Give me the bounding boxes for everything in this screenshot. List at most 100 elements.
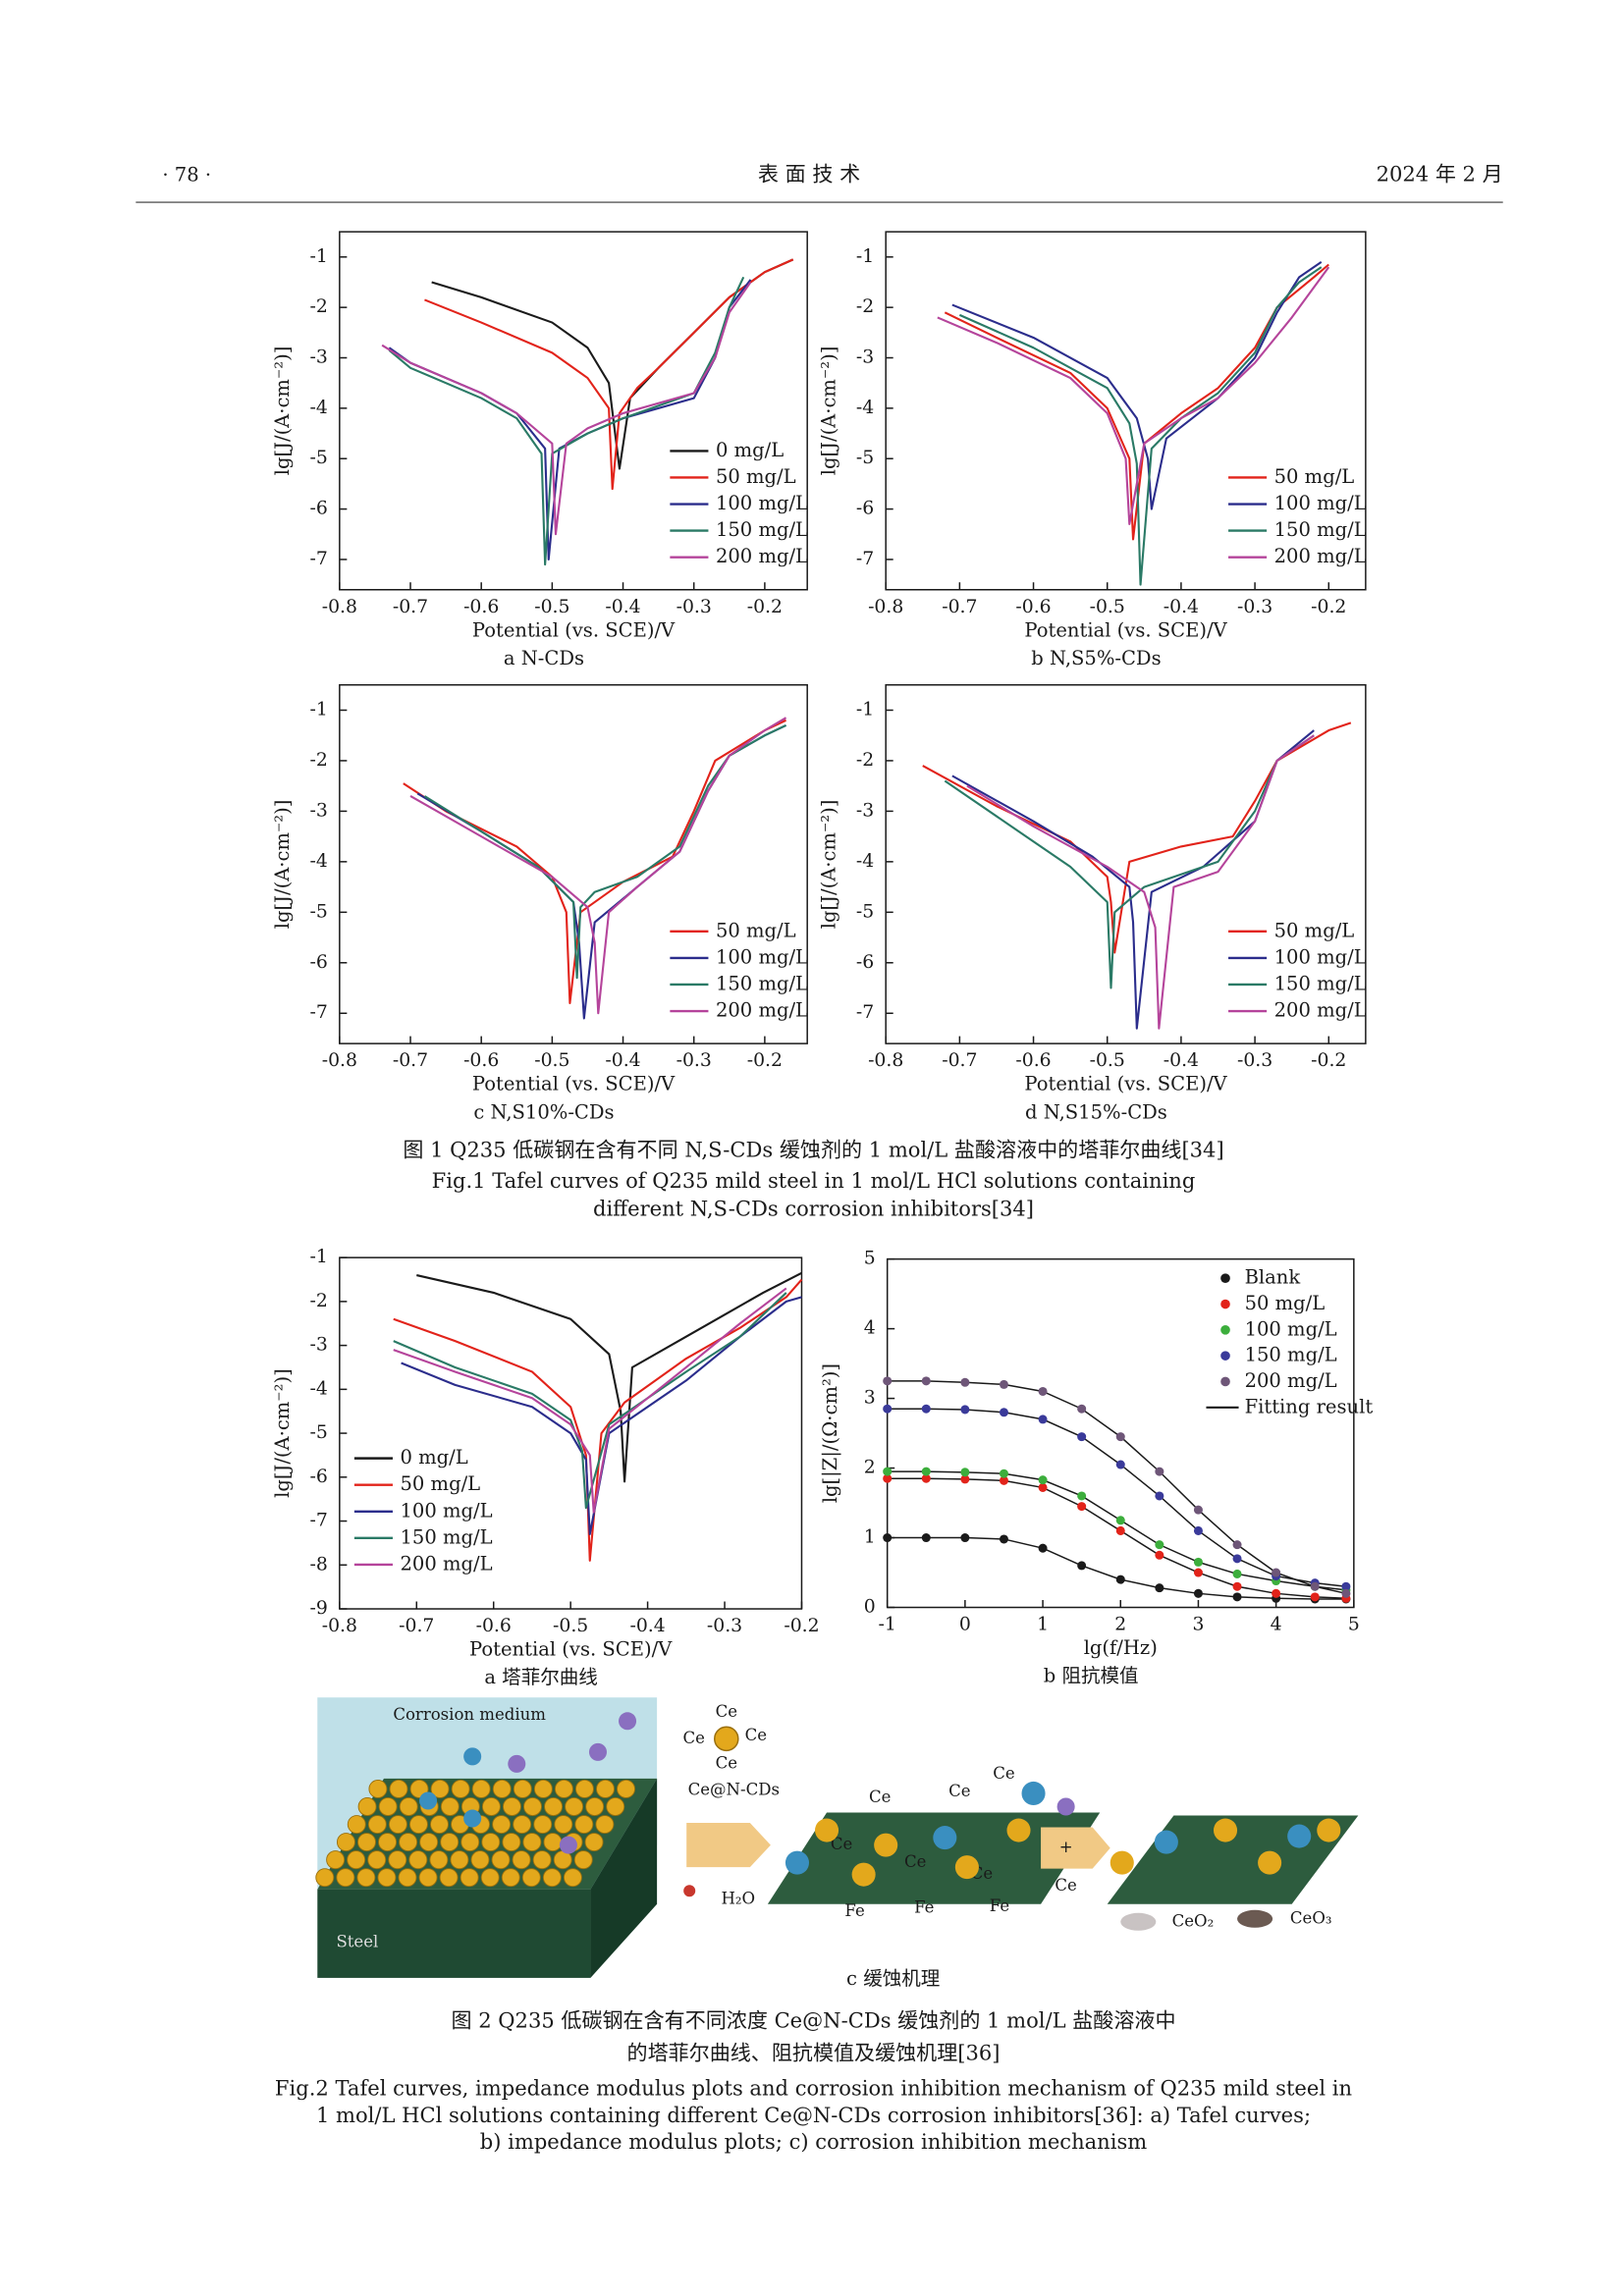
y-tick-label: -5 bbox=[856, 901, 874, 922]
journal-name: 表 面 技 术 bbox=[758, 161, 860, 186]
ce-particle bbox=[1258, 1850, 1282, 1875]
ce-particle bbox=[565, 1797, 584, 1816]
y-tick-label: -1 bbox=[310, 1247, 328, 1267]
data-point bbox=[1232, 1540, 1242, 1550]
ce-particle bbox=[532, 1850, 552, 1870]
data-point bbox=[999, 1475, 1008, 1485]
data-point bbox=[1341, 1581, 1351, 1591]
legend-label: 50 mg/L bbox=[1245, 1292, 1326, 1314]
y-axis-title: lg[J/(A·cm⁻²)] bbox=[271, 1368, 294, 1498]
ce-particle bbox=[492, 1779, 512, 1798]
y-tick-label: 4 bbox=[864, 1318, 876, 1339]
x-tick-label: -0.6 bbox=[1015, 1050, 1051, 1071]
ion bbox=[508, 1754, 526, 1773]
y-axis-title: lg[J/(A·cm⁻²)] bbox=[271, 347, 294, 476]
subfigure-caption: d N,S15%-CDs bbox=[1025, 1100, 1167, 1123]
data-point bbox=[1115, 1525, 1125, 1535]
y-tick-label: -7 bbox=[856, 1002, 874, 1023]
ce-particle bbox=[357, 1833, 376, 1852]
ce-particle bbox=[563, 1868, 582, 1888]
legend-label: 200 mg/L bbox=[716, 999, 808, 1022]
x-tick-label: 0 bbox=[959, 1615, 971, 1635]
water-molecule bbox=[683, 1885, 696, 1897]
legend-label: 100 mg/L bbox=[1274, 945, 1367, 968]
series-line bbox=[951, 261, 1323, 510]
data-point bbox=[1077, 1502, 1087, 1512]
ce-particle bbox=[440, 1797, 460, 1816]
x-tick-label: -0.4 bbox=[1164, 597, 1199, 617]
ion bbox=[619, 1712, 637, 1731]
y-tick-label: -9 bbox=[310, 1598, 328, 1619]
ce-particle bbox=[430, 1779, 450, 1798]
mechanism-diagram: Corrosion medium Steel Ce Ce Ce Ce Ce@N-… bbox=[315, 1697, 1359, 1990]
x-tick-label: -0.2 bbox=[1311, 1050, 1346, 1071]
data-point bbox=[1193, 1588, 1203, 1598]
subfigure-caption: a 塔菲尔曲线 bbox=[484, 1666, 598, 1688]
series-line bbox=[401, 1296, 802, 1536]
ce-particle bbox=[418, 1868, 438, 1888]
data-point bbox=[921, 1473, 931, 1483]
data-point bbox=[960, 1377, 970, 1387]
x-tick-label: -0.4 bbox=[605, 597, 640, 617]
data-point bbox=[921, 1376, 931, 1386]
ce-particle bbox=[617, 1779, 636, 1798]
ce-particle bbox=[851, 1862, 876, 1887]
ion bbox=[1056, 1797, 1075, 1816]
ce-particle bbox=[471, 1779, 491, 1798]
y-tick-label: -3 bbox=[856, 800, 874, 821]
ce-particle bbox=[1213, 1818, 1238, 1842]
ce-particle bbox=[543, 1833, 563, 1852]
ce-particle bbox=[388, 1815, 407, 1835]
y-tick-label: -2 bbox=[310, 750, 328, 771]
y-axis-title: lg[J/(A·cm⁻²)] bbox=[818, 347, 840, 476]
y-tick-label: -6 bbox=[310, 952, 328, 973]
legend-label: 200 mg/L bbox=[1274, 545, 1367, 567]
ce-particle bbox=[1006, 1818, 1031, 1842]
data-point bbox=[1232, 1554, 1242, 1564]
data-point bbox=[1272, 1568, 1281, 1577]
ce-particle bbox=[408, 1815, 428, 1835]
y-tick-label: -6 bbox=[856, 499, 874, 519]
series-line bbox=[966, 734, 1315, 1030]
data-point bbox=[1341, 1588, 1351, 1598]
ce-particle bbox=[377, 1868, 397, 1888]
data-point bbox=[1155, 1467, 1164, 1476]
legend-label: 200 mg/L bbox=[716, 545, 808, 567]
data-point bbox=[1155, 1491, 1164, 1501]
subfigure-caption: c 缓蚀机理 bbox=[846, 1967, 940, 1990]
y-tick-label: -2 bbox=[310, 1291, 328, 1311]
x-tick-label: -0.3 bbox=[707, 1616, 742, 1636]
data-point bbox=[1115, 1575, 1125, 1584]
legend-label: 50 mg/L bbox=[716, 465, 796, 488]
ce-particle bbox=[554, 1815, 573, 1835]
diagram-label: Ce bbox=[869, 1788, 891, 1806]
arrow bbox=[1041, 1827, 1110, 1869]
y-tick-label: 3 bbox=[864, 1388, 876, 1409]
y-tick-label: -3 bbox=[310, 800, 328, 821]
diagram-label: + bbox=[1059, 1838, 1073, 1856]
ce-particle bbox=[502, 1797, 521, 1816]
diagram-label: CeO₂ bbox=[1172, 1911, 1215, 1930]
legend-label: 50 mg/L bbox=[716, 919, 796, 941]
x-tick-label: -0.3 bbox=[677, 1050, 712, 1071]
ce-particle bbox=[408, 1850, 428, 1870]
data-point bbox=[960, 1474, 970, 1484]
y-tick-label: -1 bbox=[310, 246, 328, 267]
legend-label: 100 mg/L bbox=[400, 1499, 492, 1522]
page-number: · 78 · bbox=[162, 163, 211, 186]
y-tick-label: -1 bbox=[310, 699, 328, 720]
data-point bbox=[921, 1404, 931, 1414]
series-line bbox=[393, 1292, 787, 1510]
x-axis-title: Potential (vs. SCE)/V bbox=[469, 1638, 673, 1661]
figure2-caption-en: b) impedance modulus plots; c) corrosion… bbox=[480, 2129, 1148, 2154]
x-tick-label: -0.5 bbox=[553, 1616, 588, 1636]
ce-particle bbox=[785, 1850, 809, 1875]
diagram-label: Fe bbox=[844, 1901, 864, 1920]
x-tick-label: -0.8 bbox=[322, 1050, 357, 1071]
steel-side bbox=[590, 1778, 658, 1978]
ce-particle bbox=[389, 1779, 408, 1798]
legend-label: 150 mg/L bbox=[1274, 518, 1367, 541]
data-point bbox=[883, 1473, 893, 1483]
legend-label: 200 mg/L bbox=[400, 1552, 492, 1575]
